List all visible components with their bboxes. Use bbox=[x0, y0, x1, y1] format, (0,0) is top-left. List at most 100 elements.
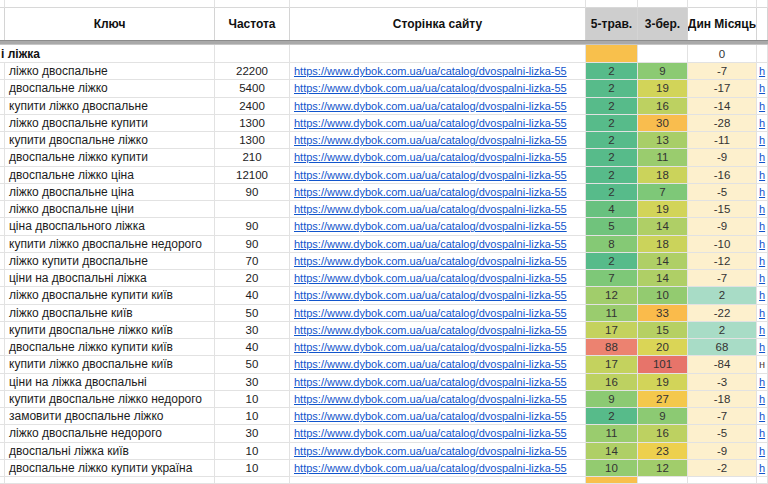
frequency-cell[interactable]: 30 bbox=[215, 322, 290, 339]
month-dynamics-cell[interactable]: -10 bbox=[688, 236, 757, 253]
edge-link-cell[interactable]: h bbox=[757, 443, 768, 460]
frequency-cell[interactable]: 1300 bbox=[215, 132, 290, 149]
frequency-cell[interactable]: 90 bbox=[215, 184, 290, 201]
page-link-cell[interactable]: https://www.dybok.com.ua/ua/catalog/dvos… bbox=[290, 132, 586, 149]
frequency-cell[interactable]: 40 bbox=[215, 287, 290, 304]
edge-link-cell[interactable]: h bbox=[757, 287, 768, 304]
edge-link-cell[interactable]: h bbox=[757, 167, 768, 184]
keyword-cell[interactable]: купити двоспальне ліжко недорого bbox=[5, 391, 215, 408]
month-dynamics-cell[interactable]: -12 bbox=[688, 253, 757, 270]
page-link[interactable]: https://www.dybok.com.ua/ua/catalog/dvos… bbox=[294, 134, 567, 146]
edge-link-cell[interactable]: h bbox=[757, 236, 768, 253]
may5-position-cell[interactable]: 14 bbox=[586, 443, 638, 460]
keyword-cell[interactable]: купити ліжко двоспальне недорого bbox=[5, 236, 215, 253]
edge-link[interactable]: h bbox=[759, 117, 765, 129]
edge-link[interactable]: h bbox=[759, 255, 765, 267]
month-dynamics-cell[interactable]: -5 bbox=[688, 425, 757, 442]
page-link-cell[interactable]: https://www.dybok.com.ua/ua/catalog/dvos… bbox=[290, 63, 586, 80]
frequency-cell[interactable]: 90 bbox=[215, 236, 290, 253]
edge-link[interactable]: h bbox=[759, 82, 765, 94]
keyword-cell[interactable]: купити ліжко двоспальне київ bbox=[5, 356, 215, 373]
mar3-position-cell[interactable]: 20 bbox=[638, 339, 688, 356]
edge-link[interactable]: h bbox=[759, 410, 765, 422]
page-link[interactable]: https://www.dybok.com.ua/ua/catalog/dvos… bbox=[294, 272, 567, 284]
mar3-position-cell[interactable]: 16 bbox=[638, 425, 688, 442]
page-link-cell[interactable]: https://www.dybok.com.ua/ua/catalog/dvos… bbox=[290, 115, 586, 132]
page-link[interactable]: https://www.dybok.com.ua/ua/catalog/dvos… bbox=[294, 462, 567, 474]
page-link-cell[interactable]: https://www.dybok.com.ua/ua/catalog/dvos… bbox=[290, 425, 586, 442]
edge-link-cell[interactable]: h bbox=[757, 115, 768, 132]
keyword-cell[interactable]: ліжко двоспальне недорого bbox=[5, 425, 215, 442]
edge-link[interactable]: h bbox=[759, 307, 765, 319]
mar3-position-cell[interactable]: 9 bbox=[638, 408, 688, 425]
page-link-cell[interactable]: https://www.dybok.com.ua/ua/catalog/dvos… bbox=[290, 339, 586, 356]
edge-link-cell[interactable]: h bbox=[757, 218, 768, 235]
page-link[interactable]: https://www.dybok.com.ua/ua/catalog/dvos… bbox=[294, 238, 567, 250]
frequency-cell[interactable]: 70 bbox=[215, 253, 290, 270]
mar3-position-cell[interactable]: 101 bbox=[638, 356, 688, 373]
may5-position-cell[interactable]: 11 bbox=[586, 425, 638, 442]
frequency-cell[interactable]: 210 bbox=[215, 149, 290, 166]
mar3-position-cell[interactable]: 33 bbox=[638, 305, 688, 322]
may5-position-cell[interactable]: 12 bbox=[586, 287, 638, 304]
edge-link-cell[interactable]: h bbox=[757, 98, 768, 115]
edge-link[interactable]: h bbox=[759, 65, 765, 77]
keyword-cell[interactable]: замовити двоспальне ліжко bbox=[5, 408, 215, 425]
may5-position-cell[interactable]: 88 bbox=[586, 339, 638, 356]
edge-link[interactable]: h bbox=[759, 134, 765, 146]
page-link[interactable]: https://www.dybok.com.ua/ua/catalog/dvos… bbox=[294, 341, 567, 353]
frequency-cell[interactable]: 2400 bbox=[215, 98, 290, 115]
month-dynamics-cell[interactable]: -2 bbox=[688, 460, 757, 477]
mar3-position-cell[interactable]: 19 bbox=[638, 201, 688, 218]
month-dynamics-cell[interactable]: 2 bbox=[688, 322, 757, 339]
month-dynamics-cell[interactable]: -9 bbox=[688, 149, 757, 166]
keyword-cell[interactable]: ліжко двоспальне ціна bbox=[5, 184, 215, 201]
mar3-position-cell[interactable]: 7 bbox=[638, 184, 688, 201]
edge-link[interactable]: h bbox=[759, 220, 765, 232]
may5-position-cell[interactable]: 16 bbox=[586, 374, 638, 391]
keyword-cell[interactable]: ліжко купити двоспальне bbox=[5, 253, 215, 270]
page-link[interactable]: https://www.dybok.com.ua/ua/catalog/dvos… bbox=[294, 220, 567, 232]
month-dynamics-cell[interactable]: 2 bbox=[688, 287, 757, 304]
edge-link[interactable]: h bbox=[759, 289, 765, 301]
mar3-position-cell[interactable]: 18 bbox=[638, 167, 688, 184]
edge-link-cell[interactable]: h bbox=[757, 391, 768, 408]
month-dynamics-cell[interactable]: -5 bbox=[688, 184, 757, 201]
keyword-cell[interactable]: двоспальне ліжко купити україна bbox=[5, 460, 215, 477]
page-link-cell[interactable]: https://www.dybok.com.ua/ua/catalog/dvos… bbox=[290, 374, 586, 391]
page-link[interactable]: https://www.dybok.com.ua/ua/catalog/dvos… bbox=[294, 307, 567, 319]
keyword-cell[interactable]: ліжко двоспальне київ bbox=[5, 305, 215, 322]
edge-link[interactable]: h bbox=[759, 272, 765, 284]
category-label[interactable]: і ліжка bbox=[0, 45, 215, 63]
page-link-cell[interactable]: https://www.dybok.com.ua/ua/catalog/dvos… bbox=[290, 253, 586, 270]
column-header-mar3[interactable]: 3-бер. bbox=[638, 8, 688, 40]
month-dynamics-cell[interactable]: -9 bbox=[688, 218, 757, 235]
page-link[interactable]: https://www.dybok.com.ua/ua/catalog/dvos… bbox=[294, 324, 567, 336]
frequency-cell[interactable]: 10 bbox=[215, 443, 290, 460]
edge-link-cell[interactable]: h bbox=[757, 425, 768, 442]
frequency-cell[interactable] bbox=[215, 45, 290, 63]
frequency-cell[interactable]: 30 bbox=[215, 374, 290, 391]
may5-position-cell[interactable]: 2 bbox=[586, 98, 638, 115]
edge-link-cell[interactable]: h bbox=[757, 184, 768, 201]
frequency-cell[interactable]: 40 bbox=[215, 339, 290, 356]
page-link-cell[interactable]: https://www.dybok.com.ua/ua/catalog/dvos… bbox=[290, 356, 586, 373]
mar3-position-cell[interactable]: 11 bbox=[638, 149, 688, 166]
may5-position-cell[interactable]: 17 bbox=[586, 322, 638, 339]
keyword-cell[interactable]: ліжко двоспальне bbox=[5, 63, 215, 80]
page-link-cell[interactable]: https://www.dybok.com.ua/ua/catalog/dvos… bbox=[290, 270, 586, 287]
page-link[interactable]: https://www.dybok.com.ua/ua/catalog/dvos… bbox=[294, 393, 567, 405]
page-link-cell[interactable]: https://www.dybok.com.ua/ua/catalog/dvos… bbox=[290, 236, 586, 253]
frequency-cell[interactable]: 50 bbox=[215, 305, 290, 322]
may5-position-cell[interactable]: 10 bbox=[586, 460, 638, 477]
keyword-cell[interactable]: ціна двоспального ліжка bbox=[5, 218, 215, 235]
edge-link[interactable]: h bbox=[759, 462, 765, 474]
edge-link-cell[interactable]: h bbox=[757, 253, 768, 270]
edge-link[interactable]: h bbox=[759, 203, 765, 215]
keyword-cell[interactable]: двоспальні ліжка київ bbox=[5, 443, 215, 460]
frequency-cell[interactable]: 5400 bbox=[215, 80, 290, 97]
edge-link-cell[interactable]: h bbox=[757, 322, 768, 339]
page-link[interactable]: https://www.dybok.com.ua/ua/catalog/dvos… bbox=[294, 117, 567, 129]
page-link-cell[interactable]: https://www.dybok.com.ua/ua/catalog/dvos… bbox=[290, 98, 586, 115]
mar3-position-cell[interactable]: 18 bbox=[638, 236, 688, 253]
